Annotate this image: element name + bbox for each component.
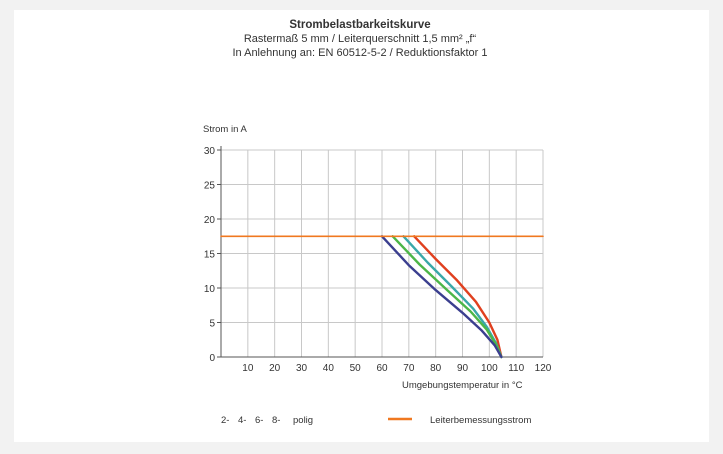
legend-item-4-polig: 4- [238, 415, 246, 426]
legend: 2- 4- 6- 8- polig Leiterbemessungsstrom [221, 415, 531, 426]
x-tick-label: 40 [323, 363, 335, 374]
y-tick-label: 30 [204, 146, 216, 157]
axes [217, 146, 543, 358]
chart-subtitle-1: Rastermaß 5 mm / Leiterquerschnitt 1,5 m… [243, 33, 477, 45]
y-tick-label: 10 [204, 284, 216, 295]
x-tick-label: 110 [508, 363, 524, 374]
x-tick-label: 60 [376, 363, 388, 374]
chart-header: Strombelastbarkeitskurve Rastermaß 5 mm … [170, 18, 550, 60]
grid [221, 149, 544, 358]
chart-subtitle-2: In Anlehnung an: EN 60512-5-2 / Reduktio… [232, 47, 488, 59]
legend-item-8-polig: 8- [272, 415, 280, 426]
x-tick-label: 20 [269, 363, 281, 374]
legend-item-6-polig: 6- [255, 415, 263, 426]
x-tick-label: 30 [296, 363, 308, 374]
y-tick-label: 0 [209, 353, 215, 364]
tick-labels: 10 20 30 40 50 60 70 80 90 100 110 120 0 5 10 15 20 25 30 [204, 146, 552, 374]
y-tick-label: 15 [204, 250, 216, 261]
x-tick-label: 100 [481, 363, 498, 374]
chart-title: Strombelastbarkeitskurve [289, 19, 431, 31]
y-tick-label: 5 [209, 319, 215, 330]
x-tick-label: 90 [457, 363, 469, 374]
x-tick-label: 10 [242, 363, 254, 374]
y-tick-label: 25 [204, 181, 216, 192]
legend-line-label: Leiterbemessungsstrom [430, 415, 531, 426]
x-axis-label: Umgebungstemperatur in °C [402, 380, 523, 391]
x-tick-label: 80 [430, 363, 442, 374]
y-axis-label: Strom in A [203, 124, 247, 135]
series-line-2-polig [413, 235, 503, 359]
series-line-8-polig [380, 235, 503, 359]
legend-pole-suffix: polig [293, 415, 313, 426]
y-tick-label: 20 [204, 215, 216, 226]
x-tick-label: 50 [350, 363, 362, 374]
series-lines [220, 235, 544, 359]
series-line-4-polig [402, 235, 503, 359]
x-tick-label: 70 [403, 363, 415, 374]
x-tick-label: 120 [535, 363, 552, 374]
legend-item-2-polig: 2- [221, 415, 229, 426]
series-line-6-polig [391, 235, 503, 359]
chart-panel [14, 10, 709, 442]
